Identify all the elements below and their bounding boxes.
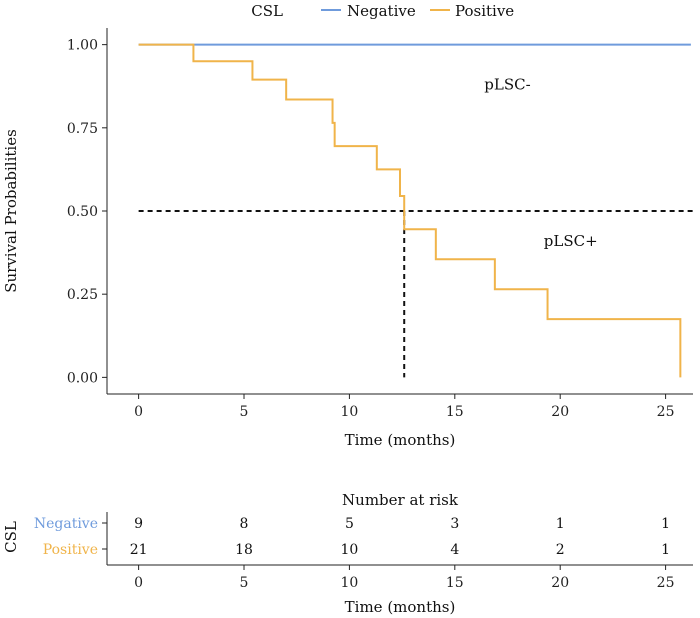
x-axis-title: Time (months) [345,431,456,449]
y-axis-ticks: 0.00 0.25 0.50 0.75 1.00 [67,38,107,386]
risk-x-tick-label: 5 [240,575,249,591]
risk-count: 1 [661,516,670,532]
annotation-label: pLSC+ [544,232,598,250]
risk-table-x-ticks: 0 5 10 15 20 25 [134,565,675,591]
median-survival-lines [138,210,693,378]
legend-label-negative: Negative [347,2,416,20]
series-layer [138,43,691,378]
risk-table-title: Number at risk [342,491,459,509]
risk-row-label: Positive [43,542,98,558]
y-tick-label: 0.25 [67,287,98,303]
annotations: pLSC-pLSC+ [484,76,597,250]
y-tick-label: 0.50 [67,204,98,220]
risk-count: 18 [235,542,253,558]
risk-count: 1 [661,542,670,558]
risk-count: 8 [240,516,249,532]
legend-label-positive: Positive [455,2,514,20]
risk-count: 3 [450,516,459,532]
x-tick-label: 20 [551,404,569,420]
y-tick-label: 1.00 [67,38,98,54]
y-tick-label: 0.75 [67,121,98,137]
main-plot: 0.00 0.25 0.50 0.75 1.00 0 5 10 15 20 25 pLSC-pLS… [2,28,693,449]
x-tick-label: 5 [240,404,249,420]
x-tick-label: 25 [657,404,675,420]
risk-count: 4 [450,542,459,558]
risk-count: 10 [340,542,358,558]
x-axis-ticks: 0 5 10 15 20 25 [134,394,675,420]
risk-count: 21 [130,542,148,558]
risk-table-strata-label: CSL [2,521,20,553]
risk-x-tick-label: 25 [657,575,675,591]
risk-x-tick-label: 0 [134,575,143,591]
annotation-label: pLSC- [484,76,530,94]
risk-x-tick-label: 20 [551,575,569,591]
series-line-positive [138,43,682,378]
risk-x-tick-label: 15 [446,575,464,591]
risk-row-label: Negative [34,516,98,532]
legend: CSL Negative Positive [251,2,514,20]
y-axis-title: Survival Probabilities [2,129,20,293]
legend-title: CSL [251,2,283,20]
risk-count: 2 [556,542,565,558]
x-tick-label: 10 [340,404,358,420]
risk-table-x-axis-title: Time (months) [345,598,456,616]
x-tick-label: 15 [446,404,464,420]
risk-count: 1 [556,516,565,532]
risk-count: 9 [134,516,143,532]
risk-x-tick-label: 10 [340,575,358,591]
y-tick-label: 0.00 [67,370,98,386]
risk-count: 5 [345,516,354,532]
x-tick-label: 0 [134,404,143,420]
risk-table: Number at risk CSL Negative 9 8 5 3 1 1 Positiv… [2,491,693,616]
